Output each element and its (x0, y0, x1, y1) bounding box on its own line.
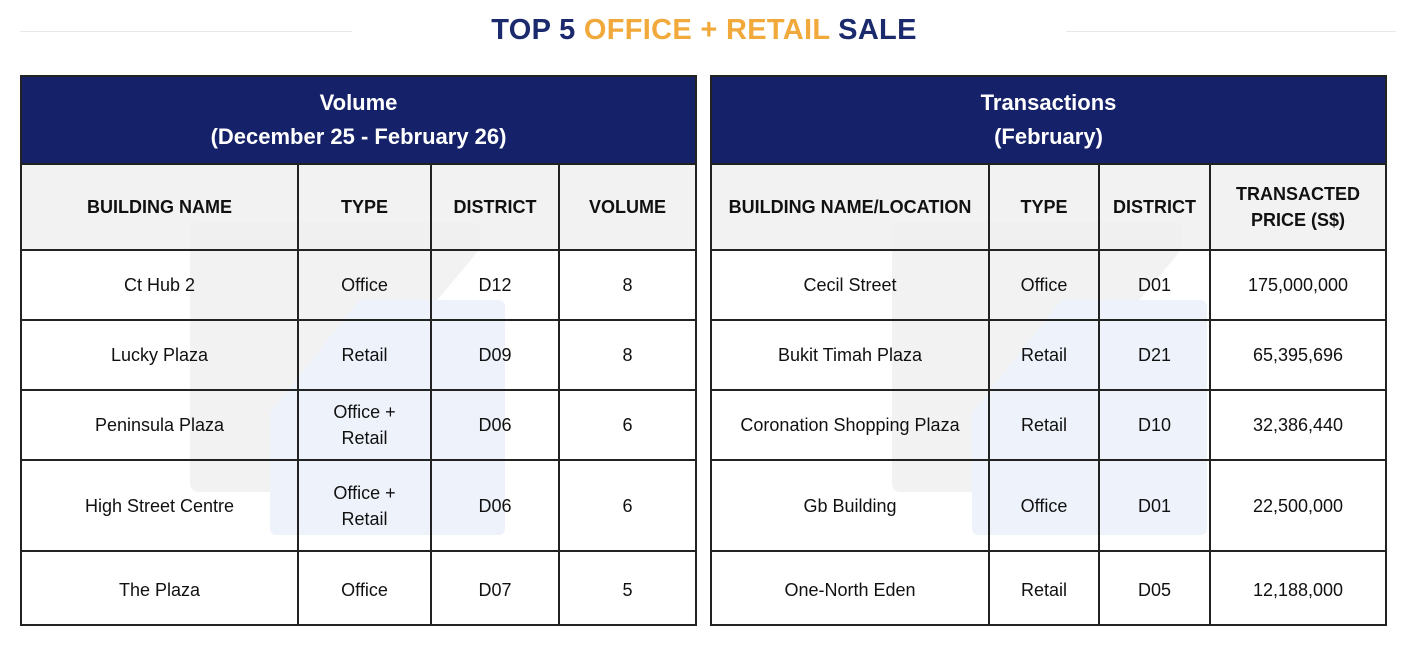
cell-type: Office + Retail (297, 389, 432, 461)
cell-type: Office (297, 550, 432, 624)
volume-column-headers: BUILDING NAME TYPE DISTRICT VOLUME (22, 163, 695, 251)
title-divider-right (1066, 31, 1396, 32)
cell-district: D06 (430, 389, 560, 461)
table-row: Peninsula Plaza Office + Retail D06 6 (22, 389, 695, 461)
cell-type: Retail (988, 389, 1100, 461)
cell-price: 65,395,696 (1208, 319, 1385, 391)
title-part-top5: TOP 5 (491, 14, 576, 46)
table-row: Bukit Timah Plaza Retail D21 65,395,696 (712, 319, 1385, 391)
cell-district: D12 (430, 249, 560, 321)
table-row: Coronation Shopping Plaza Retail D10 32,… (712, 389, 1385, 461)
table-row: High Street Centre Office + Retail D06 6 (22, 459, 695, 552)
cell-volume: 6 (557, 389, 695, 461)
volume-table: Volume (December 25 - February 26) BUILD… (22, 77, 695, 624)
table-row: Ct Hub 2 Office D12 8 (22, 249, 695, 321)
volume-panel-heading: Volume (December 25 - February 26) (22, 77, 695, 165)
cell-district: D21 (1098, 319, 1211, 391)
col-header-district: DISTRICT (430, 163, 560, 251)
cell-building-location: Bukit Timah Plaza (712, 319, 990, 391)
cell-building-location: Gb Building (712, 459, 990, 552)
cell-type-text: Office + Retail (333, 482, 396, 529)
cell-type: Office (988, 459, 1100, 552)
col-header-volume: VOLUME (557, 163, 695, 251)
cell-building-name: The Plaza (22, 550, 299, 624)
col-header-building-location: BUILDING NAME/LOCATION (712, 163, 990, 251)
cell-price: 175,000,000 (1208, 249, 1385, 321)
cell-type-text: Office + Retail (333, 402, 396, 448)
transactions-heading-period: (February) (994, 124, 1103, 149)
volume-panel: Volume (December 25 - February 26) BUILD… (20, 75, 697, 626)
transactions-panel: Transactions (February) BUILDING NAME/LO… (710, 75, 1387, 626)
table-row: Lucky Plaza Retail D09 8 (22, 319, 695, 391)
table-row: One-North Eden Retail D05 12,188,000 (712, 550, 1385, 624)
transactions-heading-cell: Transactions (February) (712, 77, 1385, 165)
cell-building-location: Cecil Street (712, 249, 990, 321)
cell-district: D05 (1098, 550, 1211, 624)
volume-heading-title: Volume (319, 90, 398, 115)
transactions-heading-title: Transactions (980, 90, 1117, 115)
transactions-table: Transactions (February) BUILDING NAME/LO… (712, 77, 1385, 624)
cell-volume: 5 (557, 550, 695, 624)
cell-building-name: Peninsula Plaza (22, 389, 299, 461)
col-header-transacted-price: TRANSACTED PRICE (S$) (1208, 163, 1385, 251)
cell-type: Retail (988, 319, 1100, 391)
cell-building-name: High Street Centre (22, 459, 299, 552)
cell-volume: 6 (557, 459, 695, 552)
title-part-category: OFFICE + RETAIL (583, 14, 830, 46)
title-part-sale: SALE (838, 14, 917, 46)
transactions-column-headers: BUILDING NAME/LOCATION TYPE DISTRICT TRA… (712, 163, 1385, 251)
table-row: Cecil Street Office D01 175,000,000 (712, 249, 1385, 321)
col-header-transacted-price-text: TRANSACTED PRICE (S$) (1236, 184, 1361, 230)
cell-district: D10 (1098, 389, 1211, 461)
cell-district: D06 (430, 459, 560, 552)
cell-district: D01 (1098, 459, 1211, 552)
page-title: TOP 5 OFFICE + RETAIL SALE (0, 14, 1408, 47)
cell-price: 12,188,000 (1208, 550, 1385, 624)
cell-district: D09 (430, 319, 560, 391)
volume-heading-period: (December 25 - February 26) (210, 124, 507, 149)
table-row: The Plaza Office D07 5 (22, 550, 695, 624)
volume-heading-cell: Volume (December 25 - February 26) (22, 77, 695, 165)
cell-district: D01 (1098, 249, 1211, 321)
col-header-type: TYPE (988, 163, 1100, 251)
cell-price: 32,386,440 (1208, 389, 1385, 461)
cell-building-name: Lucky Plaza (22, 319, 299, 391)
table-row: Gb Building Office D01 22,500,000 (712, 459, 1385, 552)
cell-price: 22,500,000 (1208, 459, 1385, 552)
cell-type: Office + Retail (297, 459, 432, 552)
col-header-district: DISTRICT (1098, 163, 1211, 251)
cell-district: D07 (430, 550, 560, 624)
page-header: TOP 5 OFFICE + RETAIL SALE (0, 0, 1408, 72)
cell-type: Retail (988, 550, 1100, 624)
col-header-type: TYPE (297, 163, 432, 251)
cell-building-name: Ct Hub 2 (22, 249, 299, 321)
cell-building-location: One-North Eden (712, 550, 990, 624)
transactions-panel-heading: Transactions (February) (712, 77, 1385, 165)
cell-type: Office (297, 249, 432, 321)
cell-building-location: Coronation Shopping Plaza (712, 389, 990, 461)
title-divider-left (20, 31, 352, 32)
col-header-building-name: BUILDING NAME (22, 163, 299, 251)
cell-volume: 8 (557, 319, 695, 391)
cell-volume: 8 (557, 249, 695, 321)
cell-type: Retail (297, 319, 432, 391)
cell-type: Office (988, 249, 1100, 321)
